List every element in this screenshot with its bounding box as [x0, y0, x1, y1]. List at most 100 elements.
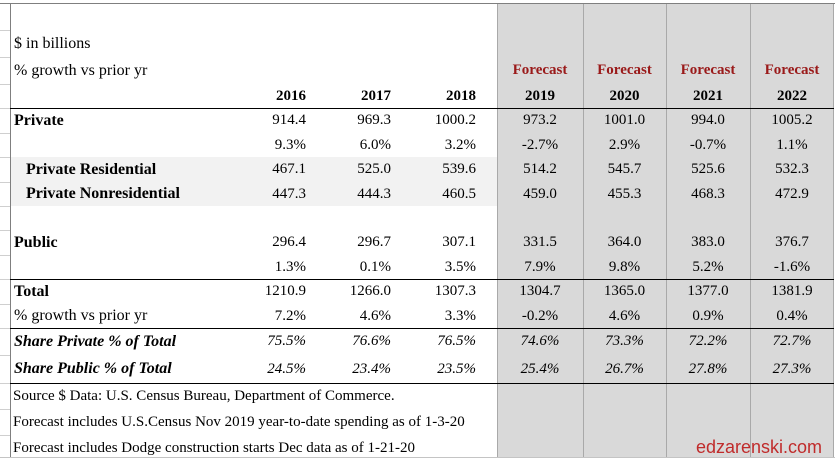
value-cell: 468.3 — [691, 185, 725, 202]
margin-gridline-stub — [0, 157, 10, 158]
margin-gridline-stub — [0, 328, 10, 329]
value-cell: 0.9% — [692, 307, 724, 324]
forecast-header-2021: Forecast — [680, 62, 736, 78]
value-cell: 72.7% — [772, 333, 812, 349]
value-cell: 514.2 — [523, 161, 557, 177]
row-label: Share Public % of Total — [14, 360, 172, 377]
spacer-cell — [312, 57, 397, 84]
col-header-2020: 2020 — [609, 87, 640, 104]
value-cell: 76.6% — [352, 333, 391, 349]
value-cell: 1307.3 — [434, 283, 476, 299]
value-cell: 3.5% — [444, 258, 476, 275]
value-cell: 25.4% — [520, 360, 560, 377]
rule-under-years — [10, 108, 834, 109]
value-cell: -0.7% — [689, 136, 727, 153]
rule-above-share — [10, 328, 834, 329]
value-cell: -1.6% — [773, 258, 811, 275]
margin-gridline-stub — [0, 409, 10, 410]
forecast-column-bg-2019 — [497, 4, 583, 457]
rule-above-total — [10, 279, 834, 280]
year-header-row: 2016 2017 2018 2019 2020 2021 2022 — [10, 84, 834, 108]
value-cell: 545.7 — [607, 161, 642, 177]
value-cell: 364.0 — [607, 234, 642, 250]
margin-gridline-stub — [0, 182, 10, 183]
value-cell: 1000.2 — [434, 112, 476, 128]
unit-note: $ in billions — [14, 34, 91, 52]
margin-gridline-stub — [0, 30, 10, 31]
value-cell: 1365.0 — [603, 283, 646, 299]
table-row-private-residential: Private Residential 467.1 525.0 539.6 51… — [10, 157, 834, 182]
value-cell: 1266.0 — [349, 283, 391, 299]
spacer-cell — [482, 355, 497, 383]
spacer-cell — [482, 304, 497, 328]
row-label: Public — [14, 233, 58, 251]
table-row-public-growth: 1.3% 0.1% 3.5% 7.9% 9.8% 5.2% -1.6% — [10, 255, 834, 279]
forecast-column-bg-2021 — [666, 4, 750, 457]
value-cell: 72.2% — [688, 333, 728, 349]
col-header-2021: 2021 — [693, 87, 723, 104]
value-cell: 460.5 — [442, 185, 476, 202]
row-label — [10, 133, 227, 157]
spacer-cell — [482, 182, 497, 206]
spacer-cell — [397, 57, 482, 84]
margin-gridline-stub — [0, 279, 10, 280]
table-row-share-public: Share Public % of Total 24.5% 23.4% 23.5… — [10, 355, 834, 383]
col-header-2018: 2018 — [446, 87, 476, 104]
unit-note-row: $ in billions — [10, 30, 834, 57]
row-label: Total — [14, 282, 49, 300]
value-cell: 472.9 — [775, 185, 809, 202]
col-header-2019: 2019 — [525, 87, 555, 104]
value-cell: 26.7% — [605, 360, 644, 377]
bottom-gridline — [0, 457, 835, 458]
spacer-cell — [10, 84, 227, 108]
value-cell: 27.3% — [772, 360, 812, 377]
spacer-cell — [227, 57, 312, 84]
value-cell: 307.1 — [442, 234, 476, 250]
value-cell: 969.3 — [357, 112, 391, 128]
spacer-cell — [482, 328, 497, 355]
value-cell: 9.8% — [608, 258, 641, 275]
value-cell: 1304.7 — [519, 283, 561, 299]
value-cell: 444.3 — [357, 185, 391, 202]
spacer-cell — [482, 157, 497, 182]
value-cell: 4.6% — [608, 307, 641, 324]
value-cell: -0.2% — [521, 307, 559, 324]
value-cell: 1381.9 — [771, 283, 813, 299]
value-cell: 7.2% — [274, 307, 306, 324]
value-cell: 1001.0 — [603, 112, 646, 128]
value-cell: 74.6% — [520, 333, 560, 349]
col-header-2016: 2016 — [276, 87, 306, 104]
left-table-border — [10, 3, 11, 458]
forecast-header-row: % growth vs prior yr Forecast Forecast F… — [10, 57, 834, 84]
spacer-cell — [482, 230, 497, 255]
table-row-total-growth: % growth vs prior yr 7.2% 4.6% 3.3% -0.2… — [10, 304, 834, 328]
value-cell: 914.4 — [272, 112, 306, 128]
value-cell: 459.0 — [523, 185, 557, 202]
value-cell: 455.3 — [607, 185, 642, 202]
value-cell: 973.2 — [523, 112, 557, 128]
table-row-private: Private 914.4 969.3 1000.2 973.2 1001.0 … — [10, 108, 834, 133]
value-cell: 1.3% — [274, 258, 306, 275]
table-row-share-private: Share Private % of Total 75.5% 76.6% 76.… — [10, 328, 834, 355]
margin-gridline-stub — [0, 206, 10, 207]
value-cell: 73.3% — [605, 333, 644, 349]
value-cell: 24.5% — [267, 360, 306, 377]
value-cell: 296.7 — [357, 234, 391, 250]
value-cell: 1377.0 — [687, 283, 729, 299]
value-cell: 6.0% — [359, 136, 391, 153]
spacer-cell — [482, 84, 497, 108]
growth-note: % growth vs prior yr — [14, 61, 148, 79]
value-cell: 3.3% — [444, 307, 476, 324]
value-cell: 1210.9 — [264, 283, 306, 299]
value-cell: 76.5% — [437, 333, 476, 349]
value-cell: 525.6 — [691, 161, 725, 177]
forecast-column-bg-2022 — [750, 4, 834, 457]
top-gridline — [0, 3, 835, 4]
spacer-cell — [482, 108, 497, 133]
margin-gridline-stub — [0, 304, 10, 305]
value-cell: 5.2% — [692, 258, 724, 275]
value-cell: 1005.2 — [771, 112, 813, 128]
value-cell: -2.7% — [521, 136, 559, 153]
spacer-cell — [482, 133, 497, 157]
